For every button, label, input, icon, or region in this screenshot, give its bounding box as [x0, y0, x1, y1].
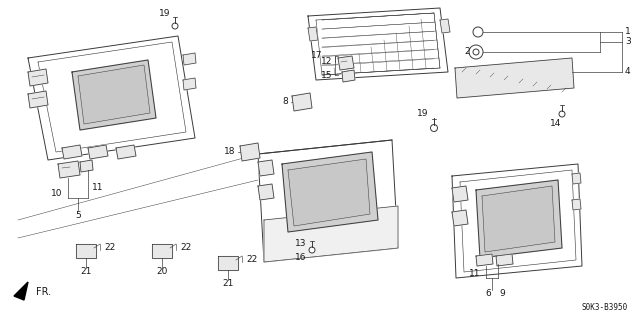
Text: 15: 15 — [321, 71, 332, 80]
Text: 18: 18 — [223, 147, 235, 157]
Text: 12: 12 — [321, 57, 332, 66]
Polygon shape — [76, 244, 96, 258]
Polygon shape — [258, 140, 398, 262]
Text: 14: 14 — [550, 120, 562, 129]
Polygon shape — [258, 160, 274, 176]
Text: 6: 6 — [485, 288, 491, 298]
Polygon shape — [38, 42, 186, 152]
Circle shape — [172, 23, 178, 29]
Polygon shape — [28, 36, 195, 160]
Polygon shape — [28, 69, 48, 86]
Text: 2: 2 — [465, 48, 470, 56]
Text: 22: 22 — [104, 243, 115, 253]
Text: 22: 22 — [180, 243, 191, 253]
Polygon shape — [14, 282, 28, 300]
Polygon shape — [482, 186, 555, 252]
Polygon shape — [308, 27, 318, 41]
Text: 5: 5 — [75, 211, 81, 219]
Polygon shape — [342, 70, 355, 82]
Text: 19: 19 — [417, 109, 428, 118]
Polygon shape — [572, 199, 581, 210]
Text: 11: 11 — [468, 270, 480, 278]
Text: 10: 10 — [51, 189, 62, 198]
Polygon shape — [218, 256, 238, 270]
Polygon shape — [72, 60, 156, 130]
Text: 3: 3 — [625, 38, 631, 47]
Polygon shape — [292, 93, 312, 111]
Circle shape — [473, 27, 483, 37]
Polygon shape — [452, 210, 468, 226]
Polygon shape — [440, 19, 450, 33]
Text: 17: 17 — [310, 51, 322, 61]
Polygon shape — [282, 152, 378, 232]
Text: 8: 8 — [282, 98, 288, 107]
Circle shape — [309, 247, 315, 253]
Polygon shape — [460, 170, 576, 272]
Text: 21: 21 — [222, 279, 234, 288]
Polygon shape — [452, 164, 582, 278]
Polygon shape — [288, 159, 370, 226]
Polygon shape — [80, 160, 93, 172]
Text: 13: 13 — [294, 240, 306, 249]
Polygon shape — [116, 145, 136, 159]
Polygon shape — [240, 143, 260, 161]
Polygon shape — [316, 13, 440, 75]
Polygon shape — [183, 78, 196, 90]
Circle shape — [559, 111, 565, 117]
Circle shape — [469, 45, 483, 59]
Text: FR.: FR. — [36, 287, 51, 297]
Polygon shape — [62, 145, 82, 159]
Polygon shape — [58, 161, 80, 178]
Text: 22: 22 — [246, 256, 257, 264]
Circle shape — [473, 49, 479, 55]
Polygon shape — [455, 58, 574, 98]
Polygon shape — [476, 254, 493, 266]
Text: 1: 1 — [625, 27, 631, 36]
Polygon shape — [152, 244, 172, 258]
Polygon shape — [183, 53, 196, 65]
Text: 16: 16 — [294, 254, 306, 263]
Text: 21: 21 — [80, 268, 92, 277]
Polygon shape — [572, 173, 581, 184]
Text: 11: 11 — [92, 182, 104, 191]
Text: 20: 20 — [156, 268, 168, 277]
Polygon shape — [308, 8, 448, 80]
Polygon shape — [28, 91, 48, 108]
Polygon shape — [88, 145, 108, 159]
Polygon shape — [496, 254, 513, 266]
Polygon shape — [452, 186, 468, 202]
Text: S0K3-B3950: S0K3-B3950 — [582, 303, 628, 312]
Text: 9: 9 — [499, 288, 505, 298]
Polygon shape — [258, 184, 274, 200]
Polygon shape — [264, 206, 398, 262]
Circle shape — [431, 124, 438, 131]
Polygon shape — [338, 56, 354, 70]
Polygon shape — [476, 180, 562, 258]
Polygon shape — [78, 65, 150, 124]
Text: 4: 4 — [625, 68, 630, 77]
Text: 19: 19 — [159, 9, 170, 18]
